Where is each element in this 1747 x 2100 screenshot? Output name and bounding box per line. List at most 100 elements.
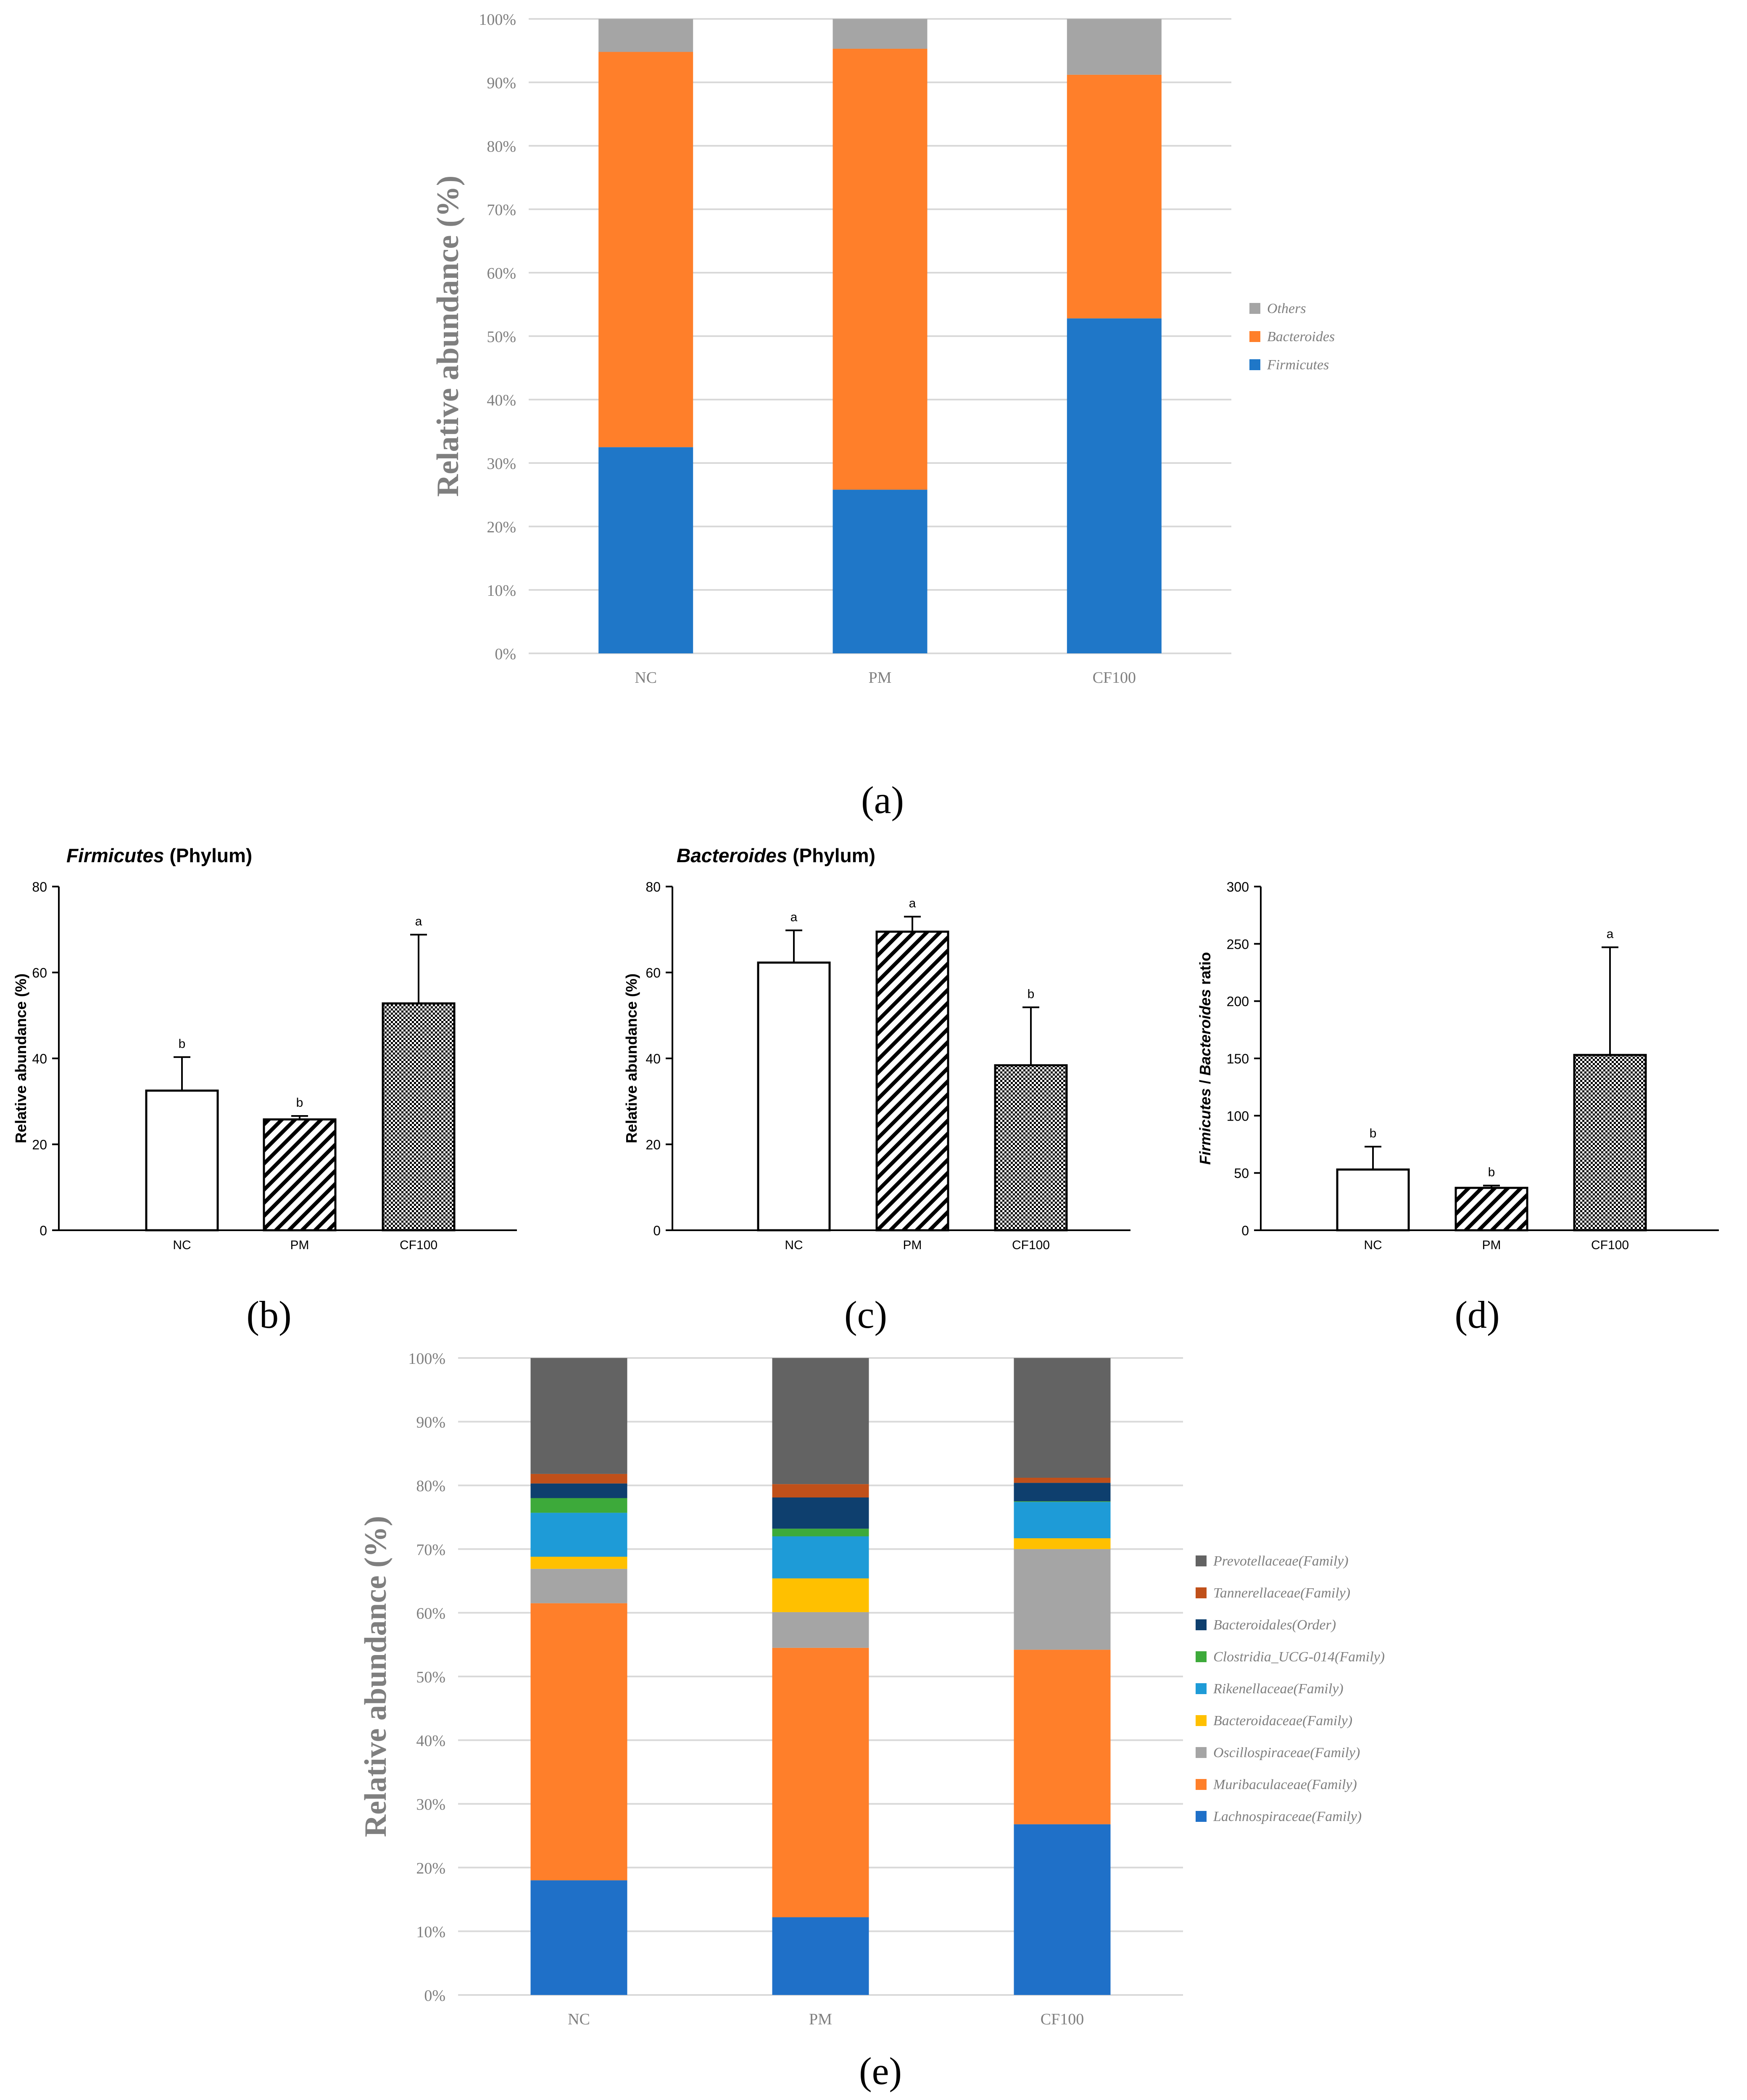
bar-segment-rikenellaceae-family-pm: [772, 1536, 869, 1579]
y-tick-label: 40%: [487, 392, 516, 409]
y-tick-label: 60: [32, 966, 47, 981]
y-tick-label: 50: [1234, 1166, 1249, 1181]
bar-segment-others-pm: [833, 19, 928, 49]
bar-cf100: [994, 1064, 1068, 1232]
x-tick-label: PM: [290, 1238, 309, 1252]
bar-segment-oscillospiraceae-family-cf100: [1014, 1549, 1111, 1650]
significance-letter: b: [1028, 987, 1035, 1001]
y-tick-label: 100%: [479, 11, 516, 29]
x-tick-label: CF100: [1093, 669, 1136, 687]
significance-letter: a: [790, 910, 798, 924]
y-tick-label: 60%: [487, 265, 516, 282]
y-tick-label: 80: [646, 879, 661, 895]
chart-panel-c: 0 20 40 60 80 Relative abundance (%) Bacteroid…: [623, 845, 1130, 1252]
chart-title-italic: Firmicutes: [66, 845, 164, 866]
y-axis-title: Relative abundance (%): [12, 974, 29, 1143]
x-tick-label: PM: [903, 1238, 922, 1252]
bar-segment-bacteroidales-order-cf100: [1014, 1483, 1111, 1502]
y-tick-label: 0: [40, 1223, 47, 1238]
legend-label-bacteroides: Bacteroides: [1267, 329, 1335, 345]
y-axis-title: Firmicutes / Bacteroides ratio: [1196, 952, 1214, 1165]
legend-swatch-muribaculaceae-family: [1196, 1779, 1207, 1790]
x-tick-label: PM: [1482, 1238, 1501, 1252]
bar-nc: [1336, 1168, 1410, 1232]
y-tick-label: 20%: [487, 518, 516, 536]
y-tick-label: 300: [1227, 879, 1249, 895]
y-tick-label: 10%: [487, 582, 516, 600]
bar-segment-muribaculaceae-family-pm: [772, 1647, 869, 1918]
y-tick-label: 0%: [424, 1987, 445, 2005]
y-tick-label: 0: [653, 1223, 661, 1238]
bar-segment-muribaculaceae-family-nc: [530, 1603, 627, 1881]
legend-swatch-lachnospiraceae-family: [1196, 1811, 1207, 1822]
y-tick-label: 20%: [416, 1860, 445, 1877]
panel-label-e: (e): [859, 2050, 902, 2092]
chart-title-rest: (Phylum): [787, 845, 875, 866]
legend-label-tannerellaceae-family: Tannerellaceae(Family): [1213, 1585, 1350, 1601]
chart-panel-b: 0 20 40 60 80 Relative abundance (%) Firmicute…: [12, 845, 517, 1252]
bar-segment-prevotellaceae-family-cf100: [1014, 1358, 1111, 1478]
legend-label-rikenellaceae-family: Rikenellaceae(Family): [1213, 1681, 1344, 1697]
x-tick-label: CF100: [1591, 1238, 1629, 1252]
bar-nc: [145, 1089, 219, 1232]
bar-segment-clostridia-ucg-014-family-nc: [530, 1498, 627, 1513]
y-tick-label: 200: [1227, 994, 1249, 1009]
significance-letter: b: [296, 1096, 303, 1110]
y-tick-label: 40%: [416, 1732, 445, 1750]
significance-letter: a: [909, 897, 916, 911]
y-tick-label: 90%: [416, 1414, 445, 1432]
bar-segment-bacteroidaceae-family-pm: [772, 1578, 869, 1612]
chart-panel-d: 0 50 100 150 200 250 300 Firmicutes / Bacteroid…: [1196, 879, 1719, 1252]
y-tick-label: 60: [646, 966, 661, 981]
legend-label-prevotellaceae-family: Prevotellaceae(Family): [1213, 1553, 1349, 1569]
bar-segment-bacteroidales-order-pm: [772, 1497, 869, 1529]
chart-title: Bacteroides (Phylum): [677, 845, 875, 866]
bar-segment-muribaculaceae-family-cf100: [1014, 1650, 1111, 1824]
x-tick-label: NC: [785, 1238, 803, 1252]
bar-segment-prevotellaceae-family-pm: [772, 1358, 869, 1484]
bar-segment-bacteroides-pm: [833, 48, 928, 490]
y-tick-label: 0%: [495, 645, 516, 663]
y-tick-label: 20: [32, 1137, 47, 1153]
x-tick-label: NC: [1364, 1238, 1382, 1252]
bar-nc: [757, 961, 831, 1232]
y-tick-label: 80%: [416, 1477, 445, 1495]
bar-segment-bacteroidales-order-nc: [530, 1483, 627, 1498]
x-tick-label: CF100: [400, 1238, 437, 1252]
y-tick-label: 40: [32, 1051, 47, 1066]
legend-swatch-bacteroidaceae-family: [1196, 1715, 1207, 1726]
bar-segment-oscillospiraceae-family-pm: [772, 1612, 869, 1648]
bar-segment-bacteroides-cf100: [1067, 74, 1162, 318]
y-tick-label: 70%: [487, 201, 516, 219]
y-tick-label: 50%: [487, 328, 516, 346]
x-tick-label: NC: [173, 1238, 191, 1252]
bar-segment-firmicutes-pm: [833, 489, 928, 653]
bar-segment-tannerellaceae-family-nc: [530, 1474, 627, 1484]
significance-letter: b: [1370, 1126, 1377, 1140]
bar-cf100: [382, 1002, 456, 1232]
panel-label-d: (d): [1455, 1293, 1499, 1336]
bar-segment-bacteroidaceae-family-nc: [530, 1556, 627, 1569]
y-tick-label: 10%: [416, 1923, 445, 1941]
x-tick-label: PM: [869, 669, 892, 687]
legend-swatch-rikenellaceae-family: [1196, 1683, 1207, 1694]
bar-segment-rikenellaceae-family-cf100: [1014, 1502, 1111, 1539]
y-tick-label: 40: [646, 1051, 661, 1066]
legend-label-clostridia-ucg-014-family: Clostridia_UCG-014(Family): [1213, 1649, 1385, 1665]
y-axis-title-part: ratio: [1196, 952, 1214, 989]
y-axis-title: Relative abundance (%): [431, 176, 465, 497]
significance-letter: a: [1607, 927, 1614, 941]
x-tick-label: NC: [568, 2011, 590, 2028]
legend-swatch-prevotellaceae-family: [1196, 1555, 1207, 1566]
chart-title-rest: (Phylum): [164, 845, 253, 866]
legend-swatch-tannerellaceae-family: [1196, 1587, 1207, 1598]
y-tick-label: 150: [1227, 1051, 1249, 1066]
y-axis-title-part: /: [1196, 1076, 1214, 1088]
y-tick-label: 250: [1227, 937, 1249, 952]
bar-pm: [875, 930, 949, 1232]
x-tick-label: CF100: [1012, 1238, 1050, 1252]
bar-segment-clostridia-ucg-014-family-cf100: [1014, 1501, 1111, 1502]
y-tick-label: 100: [1227, 1108, 1249, 1124]
significance-letter: b: [1488, 1166, 1495, 1179]
